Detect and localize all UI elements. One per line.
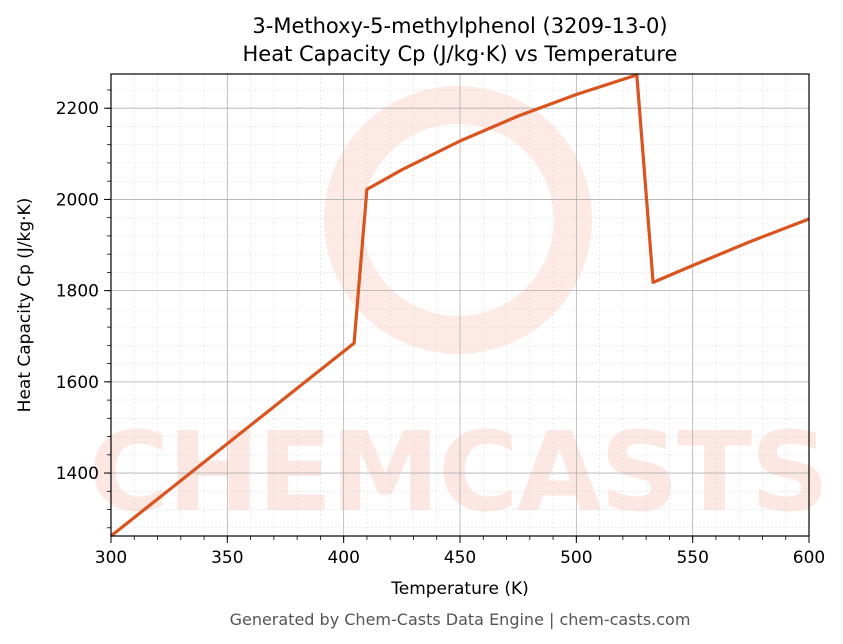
footer-text: Generated by Chem-Casts Data Engine | ch… [230, 610, 691, 629]
watermark-logo-ring [324, 86, 592, 354]
series-layer [110, 73, 810, 538]
x-tick-label: 400 [327, 548, 359, 568]
x-tick-label: 550 [676, 548, 708, 568]
y-tick-label: 2200 [56, 99, 99, 119]
x-axis: 300 350 400 450 500 550 600 [95, 536, 825, 568]
x-tick-label: 500 [560, 548, 592, 568]
chart-title-line-2: Heat Capacity Cp (J/kg·K) vs Temperature [243, 42, 678, 66]
x-axis-label: Temperature (K) [390, 579, 529, 599]
x-tick-label: 450 [444, 548, 476, 568]
y-tick-label: 2000 [56, 190, 99, 210]
watermark: CHEMCASTS [89, 86, 829, 536]
x-tick-label: 350 [211, 548, 243, 568]
y-axis-label: Heat Capacity Cp (J/kg·K) [15, 198, 35, 413]
y-tick-label: 1600 [56, 373, 99, 393]
x-tick-label: 600 [793, 548, 825, 568]
y-axis: 1400 1600 1800 2000 2200 [56, 89, 111, 529]
x-tick-label: 300 [95, 548, 127, 568]
y-tick-label: 1400 [56, 464, 99, 484]
chart-title-line-1: 3-Methoxy-5-methylphenol (3209-13-0) [252, 14, 667, 38]
watermark-text: CHEMCASTS [89, 408, 828, 536]
series-line-cp [110, 73, 810, 538]
y-tick-label: 1800 [56, 282, 99, 302]
